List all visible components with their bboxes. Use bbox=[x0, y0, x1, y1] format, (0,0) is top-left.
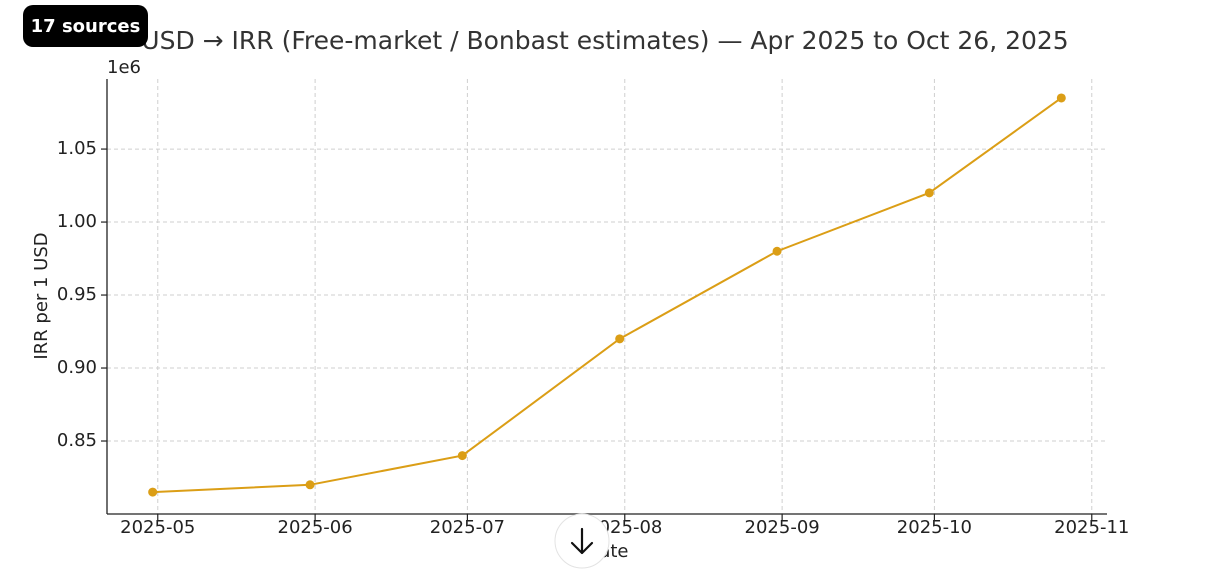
x-tick-label: 2025-06 bbox=[278, 517, 353, 538]
chart-title: USD → IRR (Free-market / Bonbast estimat… bbox=[141, 26, 1068, 55]
data-point bbox=[457, 451, 467, 461]
badge-text[interactable]: 17 sources bbox=[31, 16, 141, 37]
badge-background[interactable] bbox=[23, 5, 148, 47]
y-axis-label: IRR per 1 USD bbox=[31, 232, 52, 359]
y-tick-label: 0.85 bbox=[57, 430, 97, 451]
x-tick-label: 2025-11 bbox=[1054, 517, 1129, 538]
plot-area: 0.85 0.90 0.95 1.00 1.05 2025-05 2025-06 2025-0… bbox=[57, 79, 1129, 538]
scroll-arrow-icon[interactable] bbox=[570, 527, 594, 555]
y-tick-label: 0.90 bbox=[57, 357, 97, 378]
x-tick-label: 2025-10 bbox=[897, 517, 972, 538]
x-tick-label: 2025-09 bbox=[745, 517, 820, 538]
y-tick-label: 1.05 bbox=[57, 138, 97, 159]
data-point bbox=[772, 246, 782, 256]
y-offset-label: 1e6 bbox=[107, 57, 141, 78]
y-tick-label: 1.00 bbox=[57, 211, 97, 232]
x-tick-label: 2025-07 bbox=[430, 517, 505, 538]
x-tick-label: 2025-05 bbox=[120, 517, 195, 538]
data-point bbox=[305, 480, 315, 490]
data-point bbox=[1056, 93, 1066, 103]
badge[interactable]: 17 sources bbox=[23, 5, 148, 47]
y-tick-label: 0.95 bbox=[57, 284, 97, 305]
data-point bbox=[924, 188, 934, 198]
data-point bbox=[615, 334, 625, 344]
data-point bbox=[148, 487, 158, 497]
scroll-down-button[interactable] bbox=[554, 513, 610, 569]
